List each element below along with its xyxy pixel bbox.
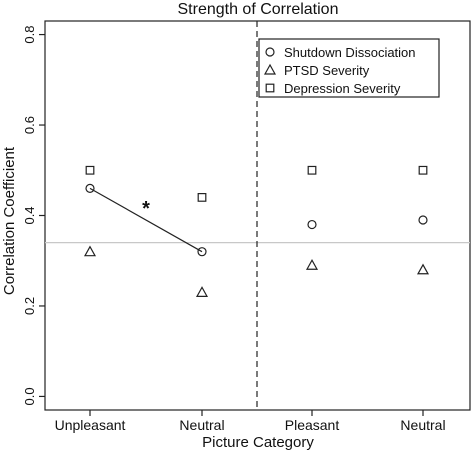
x-tick-label: Pleasant xyxy=(285,417,340,433)
legend-marker-triangle xyxy=(263,63,277,75)
point-square xyxy=(307,165,317,175)
x-tick-label: Unpleasant xyxy=(55,417,126,433)
significance-line xyxy=(89,187,203,253)
legend-marker-circle xyxy=(265,47,275,57)
point-square xyxy=(85,165,95,175)
point-triangle xyxy=(195,286,209,297)
x-tick-label: Neutral xyxy=(400,417,445,433)
x-axis-label: Picture Category xyxy=(202,434,314,451)
chart-title: Strength of Correlation xyxy=(178,1,339,18)
legend-label: Shutdown Dissociation xyxy=(284,45,416,60)
y-axis-label: Correlation Coefficient xyxy=(1,146,18,295)
y-tick-label: 0.4 xyxy=(22,206,37,224)
legend-box xyxy=(258,38,440,98)
point-triangle xyxy=(83,245,97,257)
point-circle xyxy=(85,183,95,193)
legend-label: PTSD Severity xyxy=(284,63,370,78)
point-circle xyxy=(418,215,428,225)
point-circle xyxy=(307,219,317,230)
x-tick-label: Neutral xyxy=(179,417,224,433)
legend: Shutdown Dissociation PTSD Severity Depres… xyxy=(258,38,440,98)
point-triangle xyxy=(416,263,430,275)
y-tick-label: 0.8 xyxy=(22,26,37,44)
significance-annotation: * xyxy=(142,198,150,220)
y-tick-label: 0.0 xyxy=(22,387,37,405)
y-tick-label: 0.2 xyxy=(22,297,37,315)
legend-marker-square xyxy=(265,83,275,93)
point-square xyxy=(418,165,428,175)
point-circle xyxy=(197,247,207,257)
y-tick-label: 0.6 xyxy=(22,116,37,134)
plot-area: 0.0 0.2 0.4 0.6 0.8 Unpleasant Neutral Pleasant… xyxy=(22,20,471,433)
point-square xyxy=(197,193,207,202)
legend-label: Depression Severity xyxy=(284,81,401,96)
point-triangle xyxy=(305,259,319,270)
